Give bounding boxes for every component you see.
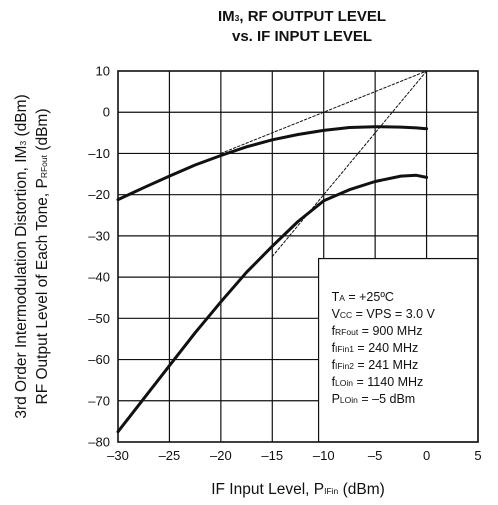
- tick-labels: –30 –25 –20 –15 –10 –5 0 5100–10–20–30–40–50–60…: [88, 64, 481, 464]
- y-axis-label-line-1-sub: 3: [18, 141, 28, 146]
- title-line-1: IM3, RF OUTPUT LEVEL: [218, 8, 386, 25]
- y-tick-label: –80: [88, 435, 110, 450]
- condition-line-1-main: T: [332, 290, 340, 304]
- x-axis-label-text-rest: (dBm): [338, 481, 385, 498]
- x-axis-label-text: IF Input Level, PIFin (dBm): [211, 481, 385, 498]
- y-tick-label: –70: [88, 393, 110, 408]
- y-tick-label: 0: [103, 105, 110, 120]
- x-tick-label: –5: [368, 448, 382, 463]
- chart-title: IM3, RF OUTPUT LEVEL vs. IF INPUT LEVEL: [218, 8, 386, 45]
- condition-line-4: fIFin1 = 240 MHz: [332, 341, 419, 355]
- condition-line-2-main: V: [332, 307, 341, 321]
- condition-line-6-sub: LOin: [335, 378, 353, 388]
- y-tick-label: –30: [88, 228, 110, 243]
- condition-line-7-main: P: [332, 392, 340, 406]
- y-tick-label: –40: [88, 270, 110, 285]
- y-tick-label: –50: [88, 311, 110, 326]
- x-tick-label: 5: [474, 448, 481, 463]
- condition-line-5: fIFin2 = 241 MHz: [332, 358, 419, 372]
- condition-line-6-main: f: [332, 375, 336, 389]
- condition-line-4-rest: = 240 MHz: [354, 341, 418, 355]
- y-tick-label: –10: [88, 146, 110, 161]
- condition-line-6: fLOin = 1140 MHz: [332, 375, 424, 389]
- condition-line-7-sub: LOin: [340, 395, 358, 405]
- condition-line-5-sub: IFin2: [335, 361, 354, 371]
- plot-frame: [117, 70, 479, 443]
- y-tick-label: –20: [88, 187, 110, 202]
- title-line-1-main: IM: [218, 8, 235, 25]
- y-axis-label-line-2: RF Output Level of Each Tone, PRFout (dB…: [34, 109, 51, 405]
- x-axis-label-text-main: IF Input Level, P: [211, 481, 324, 498]
- series-line-3: [220, 70, 428, 154]
- condition-line-7: PLOin = –5 dBm: [332, 392, 416, 406]
- series-line-2: [116, 173, 429, 434]
- condition-line-6-rest: = 1140 MHz: [353, 375, 423, 389]
- condition-line-3: fRFout = 900 MHz: [332, 324, 423, 338]
- x-tick-label: –30: [107, 448, 129, 463]
- condition-line-1-sub: A: [339, 293, 345, 303]
- y-tick-label: –60: [88, 352, 110, 367]
- y-axis-label-line-2-sub: RFout: [39, 154, 49, 178]
- title-line-2: vs. IF INPUT LEVEL: [232, 28, 372, 45]
- condition-line-1-rest: = +25ºC: [345, 290, 394, 304]
- x-tick-label: –20: [210, 448, 232, 463]
- conditions-box-rect: [317, 257, 479, 443]
- condition-line-3-main: f: [332, 324, 336, 338]
- condition-line-2-rest: = VPS = 3.0 V: [352, 307, 435, 321]
- x-tick-label: –15: [261, 448, 283, 463]
- y-tick-label: 10: [96, 64, 110, 79]
- condition-line-3-sub: RFout: [335, 327, 359, 337]
- title-line-1-rest: , RF OUTPUT LEVEL: [239, 8, 386, 25]
- x-axis-label-text-sub: IFin: [324, 486, 338, 496]
- condition-line-2-sub: CC: [340, 310, 352, 320]
- conditions-box: [317, 257, 479, 443]
- condition-line-3-rest: = 900 MHz: [358, 324, 422, 338]
- x-tick-label: –25: [159, 448, 181, 463]
- y-axis-label-line-1: 3rd Order Intermodulation Distortion, IM…: [13, 94, 30, 418]
- series-line-4: [271, 70, 428, 257]
- title-line-2-main: vs. IF INPUT LEVEL: [232, 28, 372, 45]
- y-axis-label-line-2-rest: (dBm): [34, 109, 51, 156]
- x-axis-label: IF Input Level, PIFin (dBm): [211, 481, 385, 498]
- condition-line-5-rest: = 241 MHz: [354, 358, 418, 372]
- y-axis-label: 3rd Order Intermodulation Distortion, IM…: [13, 94, 51, 418]
- condition-line-1: TA = +25ºC: [332, 290, 394, 304]
- y-axis-label-line-1-rest: (dBm): [13, 94, 30, 141]
- x-tick-label: –10: [313, 448, 335, 463]
- condition-line-7-rest: = –5 dBm: [358, 392, 415, 406]
- title-line-1-sub: 3: [235, 13, 240, 23]
- condition-line-4-sub: IFin1: [335, 344, 354, 354]
- condition-line-5-main: f: [332, 358, 336, 372]
- condition-line-2: VCC = VPS = 3.0 V: [332, 307, 436, 321]
- condition-line-4-main: f: [332, 341, 336, 355]
- data-series: [116, 70, 429, 434]
- y-axis-label-line-1-main: 3rd Order Intermodulation Distortion, IM: [13, 146, 30, 419]
- x-tick-label: 0: [423, 448, 430, 463]
- y-axis-label-line-2-main: RF Output Level of Each Tone, P: [34, 178, 51, 404]
- series-line-1: [116, 125, 429, 202]
